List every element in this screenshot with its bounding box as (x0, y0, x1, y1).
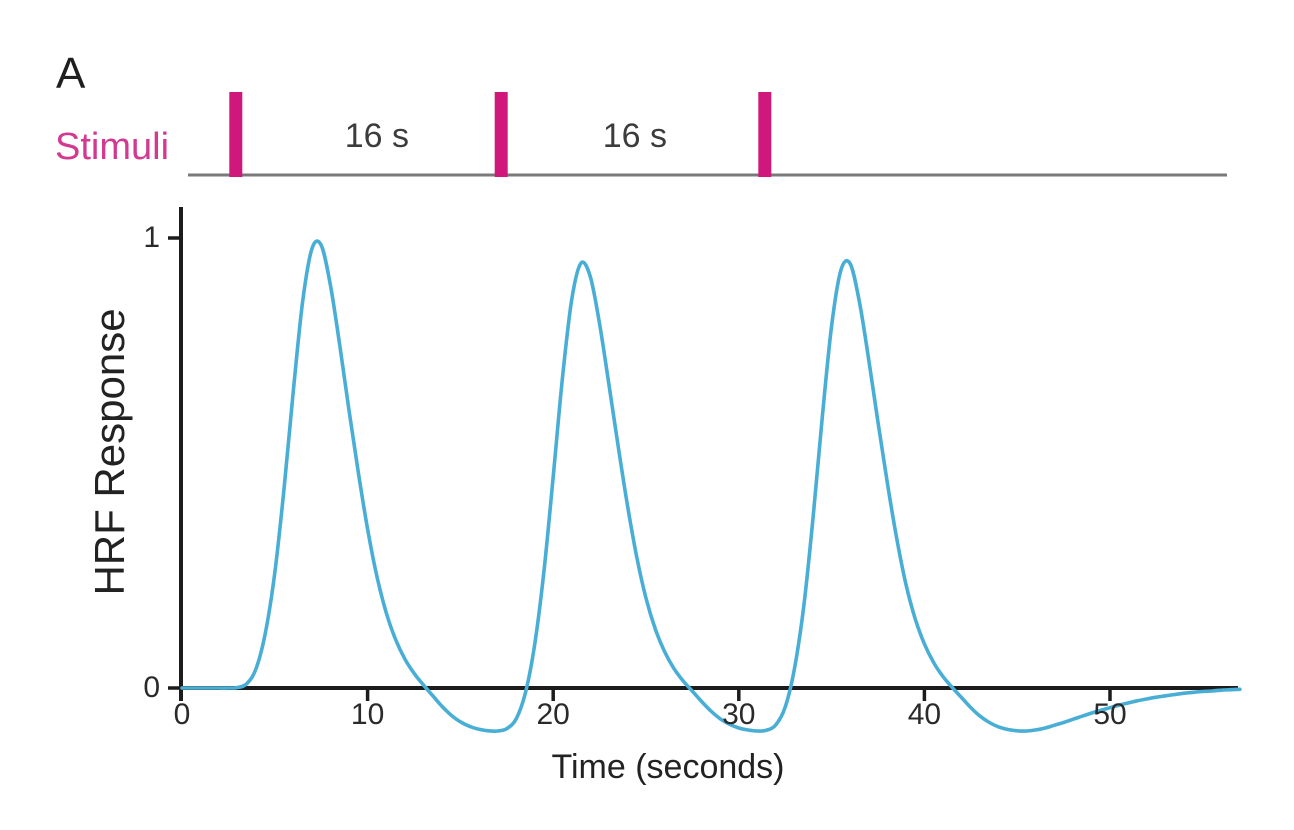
stimulus-bar (494, 92, 508, 177)
x-axis-title: Time (seconds) (551, 748, 785, 786)
x-tick-label: 0 (173, 698, 191, 731)
x-tick-label: 50 (1093, 698, 1127, 731)
stimulus-bar (229, 92, 243, 177)
x-tick-label: 20 (536, 698, 570, 731)
hrf-curve (180, 239, 1242, 733)
stimulus-bar (758, 92, 772, 177)
x-tick-label: 40 (907, 698, 942, 731)
stimuli-label: Stimuli (55, 126, 170, 168)
panel-label: A (56, 49, 86, 98)
stimulus-interval-label: 16 s (344, 117, 410, 155)
x-tick-label: 10 (350, 698, 385, 731)
stimulus-interval-label: 16 s (602, 117, 668, 155)
y-tick-label: 1 (143, 221, 160, 254)
y-tick-label: 0 (143, 671, 160, 704)
y-axis-title: HRF Response (86, 308, 133, 596)
x-tick-label: 30 (722, 698, 756, 731)
